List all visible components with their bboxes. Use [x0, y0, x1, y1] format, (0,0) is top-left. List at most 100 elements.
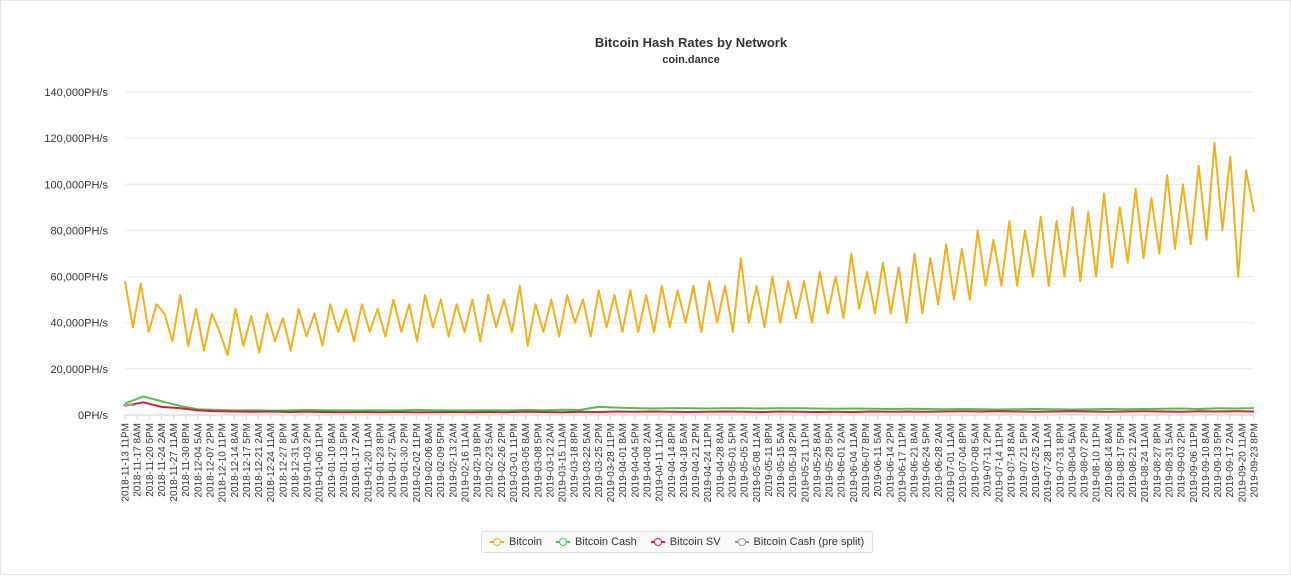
y-tick-label: 140,000PH/s — [44, 87, 108, 99]
x-tick-label: 2019-06-14 2PM — [885, 423, 896, 498]
x-tick-label: 2018-12-27 8PM — [278, 423, 289, 498]
y-tick-label: 0PH/s — [78, 410, 108, 422]
x-tick-label: 2019-01-17 2AM — [351, 423, 362, 498]
legend: Bitcoin Bitcoin Cash Bitcoin SV Bitcoin Cas… — [481, 531, 874, 553]
x-tick-label: 2019-03-05 8AM — [521, 423, 532, 498]
x-tick-label: 2019-03-22 5AM — [582, 423, 593, 498]
y-tick-label: 100,000PH/s — [44, 179, 108, 191]
x-tick-label: 2019-05-18 2PM — [788, 423, 799, 498]
x-tick-label: 2019-08-14 8AM — [1104, 423, 1115, 498]
x-tick-label: 2019-05-25 8AM — [812, 423, 823, 498]
x-tick-label: 2019-08-31 5AM — [1165, 423, 1176, 498]
x-tick-label: 2019-09-23 8PM — [1250, 423, 1261, 498]
x-tick-label: 2019-01-30 2PM — [400, 423, 411, 498]
x-tick-label: 2018-11-20 5PM — [145, 423, 156, 497]
x-tick-label: 2019-05-05 2AM — [740, 423, 751, 498]
x-tick-label: 2018-11-24 2AM — [157, 423, 168, 497]
x-tick-label: 2019-03-28 11PM — [606, 423, 617, 502]
gridlines — [125, 91, 1254, 416]
x-tick-label: 2018-11-30 8PM — [181, 423, 192, 497]
legend-marker-icon — [556, 538, 571, 546]
x-tick-label: 2019-02-06 8AM — [424, 423, 435, 498]
x-tick-label: 2019-04-21 2PM — [691, 423, 702, 498]
x-tick-label: 2018-12-14 8AM — [230, 423, 241, 498]
x-tick-label: 2019-08-27 8PM — [1152, 423, 1163, 498]
legend-marker-icon — [650, 538, 665, 546]
x-tick-label: 2019-03-12 2AM — [545, 423, 556, 498]
x-tick-label: 2019-07-31 8PM — [1055, 423, 1066, 498]
x-tick-label: 2019-04-14 8PM — [667, 423, 678, 498]
x-tick-label: 2018-12-31 5AM — [290, 423, 301, 498]
x-tick-label: 2019-02-26 2PM — [497, 423, 508, 498]
x-tick-label: 2019-09-06 11PM — [1189, 423, 1200, 502]
x-tick-label: 2019-04-11 11AM — [655, 423, 666, 502]
y-tick-label: 60,000PH/s — [51, 272, 109, 284]
x-tick-label: 2019-08-07 2PM — [1080, 423, 1091, 498]
legend-label: Bitcoin Cash — [575, 536, 637, 548]
x-tick-label: 2018-12-17 5PM — [242, 423, 253, 498]
x-tick-label: 2019-05-11 8PM — [764, 423, 775, 497]
x-tick-label: 2019-02-19 8PM — [473, 423, 484, 498]
x-tick-label: 2019-03-01 11PM — [509, 423, 520, 502]
y-tick-label: 40,000PH/s — [51, 318, 109, 330]
x-tick-label: 2019-02-23 5AM — [485, 423, 496, 498]
x-tick-label: 2019-06-11 5AM — [873, 423, 884, 497]
x-tick-label: 2019-04-28 8AM — [715, 423, 726, 498]
x-tick-label: 2018-11-17 8AM — [133, 423, 144, 497]
x-tick-label: 2019-08-10 11PM — [1092, 423, 1103, 502]
x-tick-label: 2019-07-14 11PM — [995, 423, 1006, 502]
x-tick-label: 2019-05-28 5PM — [825, 423, 836, 498]
x-tick-label: 2019-01-27 5AM — [388, 423, 399, 498]
x-tick-label: 2019-06-21 8AM — [910, 423, 921, 498]
x-tick-label: 2019-02-13 2AM — [448, 423, 459, 498]
x-tick-label: 2019-08-17 5PM — [1116, 423, 1127, 498]
x-tick-label: 2019-07-01 11AM — [946, 423, 957, 502]
x-tick-label: 2019-09-13 5PM — [1213, 423, 1224, 498]
x-tick-label: 2019-01-06 11PM — [315, 423, 326, 502]
x-tick-label: 2019-08-04 5AM — [1067, 423, 1078, 498]
legend-item-bitcoin-cash[interactable]: Bitcoin Cash — [556, 536, 637, 548]
series-lines — [122, 141, 1255, 414]
legend-label: Bitcoin Cash (pre split) — [753, 536, 865, 548]
x-tick-label: 2019-01-20 11AM — [363, 423, 374, 502]
legend-marker-icon — [734, 538, 749, 546]
series-line-bitcoin-cash-pre-split[interactable] — [122, 403, 136, 407]
x-tick-label: 2019-01-03 2PM — [303, 423, 314, 498]
x-tick-label: 2019-03-25 2PM — [594, 423, 605, 498]
x-tick-label: 2018-12-04 5AM — [193, 423, 204, 498]
series-line-bitcoin[interactable] — [124, 141, 1255, 356]
x-tick-label: 2019-05-01 5PM — [727, 423, 738, 498]
x-tick-label: 2019-06-04 11AM — [849, 423, 860, 502]
legend-item-bitcoin[interactable]: Bitcoin — [490, 536, 542, 548]
chart-subtitle: coin.dance — [662, 54, 719, 66]
x-tick-label: 2018-11-13 11PM — [121, 423, 132, 502]
x-tick-label: 2019-09-17 2AM — [1225, 423, 1236, 498]
x-tick-label: 2019-07-25 2AM — [1031, 423, 1042, 498]
x-tick-label: 2019-02-02 11PM — [412, 423, 423, 502]
x-tick-label: 2019-02-09 5PM — [436, 423, 447, 498]
series-line-bitcoin-cash[interactable] — [124, 395, 1255, 412]
x-tick-label: 2019-04-18 5AM — [679, 423, 690, 498]
series-line-bitcoin-sv[interactable] — [124, 401, 1255, 414]
x-tick-label: 2018-12-24 11AM — [266, 423, 277, 502]
x-tick-label: 2019-08-21 2AM — [1128, 423, 1139, 498]
legend-marker-icon — [490, 538, 504, 546]
legend-item-bitcoin-sv[interactable]: Bitcoin SV — [650, 536, 721, 548]
y-tick-label: 80,000PH/s — [51, 225, 109, 237]
x-tick-label: 2019-04-04 5PM — [630, 423, 641, 498]
x-tick-label: 2019-05-08 11AM — [752, 423, 763, 502]
x-tick-label: 2019-07-28 11AM — [1043, 423, 1054, 502]
x-tick-label: 2019-01-13 5PM — [339, 423, 350, 498]
x-tick-label: 2019-06-24 5PM — [922, 423, 933, 498]
x-tick-label: 2019-05-15 5AM — [776, 423, 787, 498]
x-tick-label: 2019-03-08 5PM — [533, 423, 544, 498]
legend-label: Bitcoin — [509, 536, 543, 548]
legend-item-bitcoin-cash-pre-split[interactable]: Bitcoin Cash (pre split) — [734, 536, 865, 548]
x-tick-label: 2019-09-03 2PM — [1177, 423, 1188, 498]
x-tick-label: 2019-08-24 11AM — [1140, 423, 1151, 502]
x-axis-ticks: 2018-11-13 11PM 2018-11-17 8AM 2018-11-20 … — [121, 415, 1261, 502]
x-tick-label: 2019-04-24 11PM — [703, 423, 714, 502]
x-tick-label: 2019-04-01 8AM — [618, 423, 629, 498]
x-tick-label: 2019-09-10 8AM — [1201, 423, 1212, 498]
